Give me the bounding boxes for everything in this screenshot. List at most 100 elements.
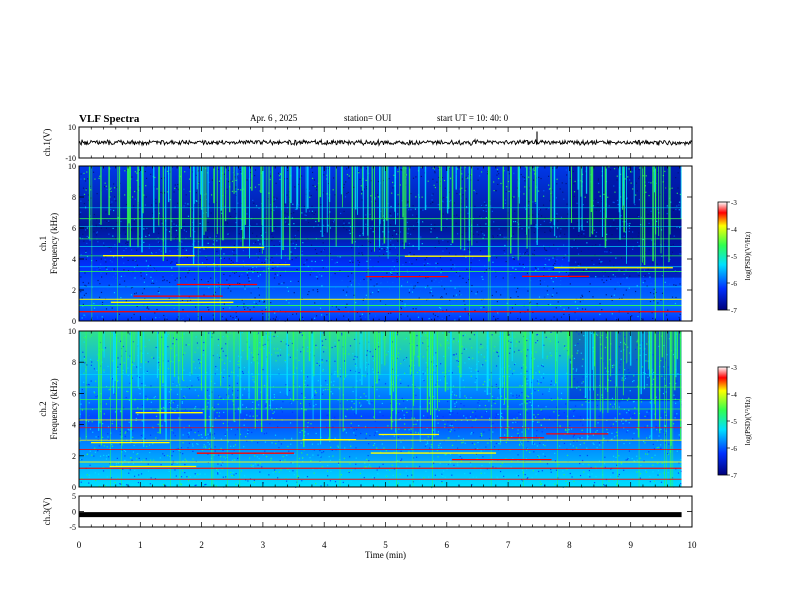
ch2-spectrogram-speckle [112, 385, 114, 388]
ch2-spectrogram-speckle [508, 365, 510, 367]
ch1-spectrogram-speckle [317, 224, 319, 226]
ch1-spectrogram-speckle [519, 311, 521, 314]
ch1-spectrogram-speckle [154, 209, 156, 211]
ch1-spectrogram-speckle [376, 194, 379, 196]
ch1-spectrogram-speckle [201, 262, 204, 264]
ch2-spectrogram-speckle [291, 411, 294, 413]
ch1-spectrogram-speckle [136, 305, 138, 308]
ch1-spectrogram-speckle [672, 243, 674, 246]
ch1-spectrogram-speckle [540, 215, 543, 217]
ch1-spectrogram-speckle [322, 242, 324, 244]
ch1-spectrogram-speckle [584, 308, 587, 310]
ch1-spectrogram-speckle [224, 222, 226, 224]
ch1-spectrogram-speckle [305, 219, 307, 221]
ch2-spectrogram-speckle [119, 443, 121, 445]
ch1-spectrogram-speckle [158, 216, 161, 218]
ch2-spectrogram-speckle [448, 331, 450, 333]
ch2-spectrogram-speckle [180, 388, 182, 390]
ch1-spectrogram-speckle [113, 198, 116, 200]
ch1-spectrogram-speckle [339, 256, 341, 258]
ch1-spectrogram-speckle [491, 210, 493, 212]
ch1-spectrogram-speckle [657, 287, 659, 290]
ch1-spectrogram-speckle [497, 299, 499, 301]
ch1-spectrogram-speckle [676, 205, 678, 207]
ch1-spectrogram-speckle [310, 166, 312, 168]
ch1-spectrogram-speckle [677, 187, 679, 189]
ch2-spectrogram-speckle [265, 407, 267, 409]
ch1-spectrogram-speckle [526, 248, 528, 250]
ch1-spectrogram-speckle [369, 213, 371, 216]
ch2-spectrogram-speckle [106, 483, 108, 485]
ch1-spectrogram-speckle [427, 318, 430, 320]
ch2-spectrogram-speckle [623, 469, 625, 471]
ch2-spectrogram-speckle [188, 425, 190, 427]
ch2-spectrogram-speckle [242, 349, 244, 352]
ch2-spectrogram-speckle [581, 459, 584, 462]
ch2-spectrogram-speckle [203, 446, 205, 448]
ch2-spectrogram-speckle [213, 409, 215, 411]
ch2-spectrogram-speckle [601, 334, 603, 336]
ch2-spectrogram-speckle [390, 414, 392, 416]
ch2-spectrogram-speckle [406, 465, 408, 468]
ch2-spectrogram-speckle [477, 402, 479, 404]
ch1-spectrogram-speckle [249, 278, 251, 281]
ch2-spectrogram-speckle [308, 403, 311, 405]
ch1-spectrogram-speckle [478, 259, 481, 262]
ch1-spectrogram-speckle [457, 233, 459, 235]
ch2-spectrogram-speckle [527, 477, 529, 479]
ch1-spectrogram-speckle [317, 296, 319, 298]
ch2-spectrogram-speckle [519, 444, 521, 446]
ch2-spectrogram-speckle [377, 473, 379, 475]
ch2-spectrogram-speckle [613, 479, 615, 481]
ch1-spectrogram-speckle [154, 166, 156, 168]
ch1-spectrogram-speckle [532, 214, 534, 216]
ch1-spectrogram-speckle [220, 309, 223, 311]
ch2-spectrogram-speckle [200, 434, 202, 436]
ch2-spectrogram-speckle [455, 353, 458, 355]
ch2-spectrogram-speckle [254, 463, 256, 465]
ch2-spectrogram-speckle [225, 476, 227, 478]
ch1-spectrogram-speckle [514, 210, 516, 212]
ch1-spectrogram-speckle [134, 171, 136, 173]
ch2-spectrogram-speckle [614, 436, 616, 438]
ch1-spectrogram-speckle [432, 201, 434, 203]
ch1-spectrogram-speckle [573, 239, 575, 241]
ch2-spectrogram-speckle [648, 410, 650, 413]
ch2-spectrogram-speckle [626, 431, 628, 433]
ch2-spectrogram-speckle [301, 429, 303, 432]
ch1-spectrogram-speckle [496, 174, 498, 176]
ch1-spectrogram-speckle [506, 239, 508, 241]
ch1-spectrogram-speckle [504, 244, 506, 247]
ch1-spectrogram-speckle [397, 240, 399, 242]
ch1-spectrogram-nodata [681, 166, 692, 321]
ch1-spectrogram-speckle [637, 272, 639, 274]
ch2-spectrogram-speckle [540, 382, 542, 384]
ch2-spectrogram-speckle [649, 401, 651, 403]
ch1-spectrogram-speckle [417, 282, 419, 284]
ch1-spectrogram-speckle [477, 179, 479, 181]
ch2-spectrogram-speckle [328, 437, 330, 439]
ch2-spectrogram-speckle [469, 416, 472, 418]
ch1-spectrogram-speckle [273, 230, 275, 232]
ch1-spectrogram-speckle [105, 256, 107, 258]
ch1-spectrogram-speckle [176, 187, 178, 189]
ch2-spectrogram-speckle [470, 433, 472, 435]
ch1-spectrogram-speckle [390, 224, 392, 226]
ch1-spectrogram-speckle [456, 168, 458, 170]
ch2-spectrogram-speckle [518, 435, 520, 437]
ch1-spectrogram-speckle [169, 199, 171, 201]
ch1-spectrogram-speckle [525, 287, 528, 289]
ch1-spectrogram-speckle [174, 206, 176, 208]
ch1-spectrogram-speckle [146, 235, 148, 237]
ch1-spectrogram-speckle [640, 284, 643, 286]
ch2-spectrogram-speckle [194, 475, 196, 478]
ch1-spectrogram-speckle [543, 245, 545, 247]
ch2-spectrogram-speckle [363, 476, 365, 479]
ch2-spectrogram-speckle [548, 484, 551, 486]
ch2-spectrogram-speckle [208, 416, 211, 418]
ch2-spectrogram-speckle [397, 356, 399, 358]
ch1-spectrogram-speckle [276, 197, 278, 199]
ch1-spectrogram-speckle [676, 226, 678, 229]
ch2-spectrogram-speckle [641, 366, 643, 368]
ch1-spectrogram-speckle [343, 222, 345, 224]
